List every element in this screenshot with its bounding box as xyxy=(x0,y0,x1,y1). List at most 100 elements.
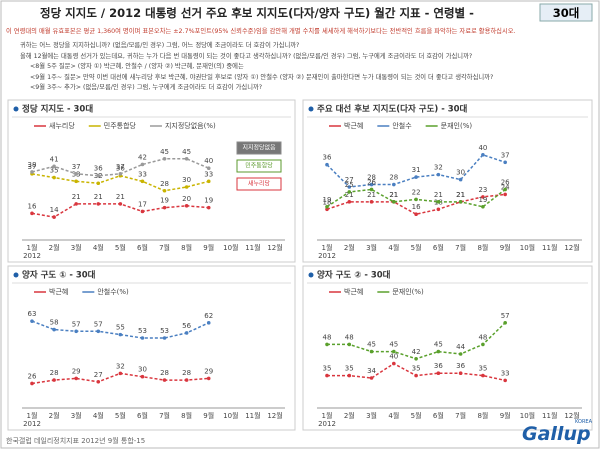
point xyxy=(325,204,329,209)
x-tick-label: 1월 xyxy=(322,243,333,252)
data-label: 42 xyxy=(412,348,421,356)
data-label: 19 xyxy=(160,197,169,205)
data-label: 26 xyxy=(367,178,376,186)
data-label: 19 xyxy=(478,196,487,204)
data-label: 21 xyxy=(367,191,376,199)
point xyxy=(206,179,211,184)
point xyxy=(436,371,441,376)
point xyxy=(140,179,145,184)
data-label: 21 xyxy=(434,191,443,199)
point xyxy=(325,207,329,212)
data-label: 48 xyxy=(323,333,332,341)
badge-box xyxy=(539,3,593,22)
x-sublabel: 2012 xyxy=(318,252,336,260)
data-label: 16 xyxy=(28,202,37,210)
data-label: 35 xyxy=(412,365,421,373)
data-label: 41 xyxy=(50,155,59,163)
x-tick-label: 4월 xyxy=(388,411,399,420)
data-label: 48 xyxy=(478,333,487,341)
point xyxy=(503,160,507,165)
x-tick-label: 12월 xyxy=(267,411,282,420)
x-tick-label: 7월 xyxy=(455,411,466,420)
x-tick-label: 8월 xyxy=(181,411,192,420)
x-tick-label: 7월 xyxy=(159,411,170,420)
note: <9월 3주~ 추가> (없음/모름/인 경우) 그럼, 누구에게 조금이라도 … xyxy=(30,84,263,91)
x-tick-label: 10월 xyxy=(223,411,238,420)
data-label: 45 xyxy=(389,341,398,349)
data-label: 28 xyxy=(367,174,376,182)
point xyxy=(162,205,167,210)
data-label: 44 xyxy=(456,343,465,351)
point xyxy=(503,321,507,325)
data-label: 21 xyxy=(345,191,354,199)
data-label: 21 xyxy=(72,193,81,201)
point xyxy=(414,175,418,179)
point xyxy=(481,195,485,199)
title-bullet xyxy=(13,106,19,112)
data-label: 24 xyxy=(501,183,510,191)
x-tick-label: 2월 xyxy=(49,243,60,252)
data-label: 35 xyxy=(50,167,59,175)
legend-label: 박근혜 xyxy=(344,287,363,296)
x-tick-label: 8월 xyxy=(477,243,488,252)
point xyxy=(481,204,485,209)
point xyxy=(162,336,167,340)
x-tick-label: 6월 xyxy=(433,411,444,420)
data-label: 48 xyxy=(345,333,354,341)
point xyxy=(74,376,78,381)
x-tick-label: 12월 xyxy=(267,243,282,252)
data-label: 53 xyxy=(138,327,147,335)
point xyxy=(414,197,418,202)
data-label: 35 xyxy=(323,365,332,373)
data-label: 18 xyxy=(323,198,332,206)
data-label: 57 xyxy=(501,312,510,320)
point xyxy=(414,212,418,217)
data-label: 58 xyxy=(50,319,59,327)
footer-source: 한국갤럽 데일리정치지표 2012년 9월 통합-15 xyxy=(6,437,146,445)
point xyxy=(52,327,56,332)
data-label: 33 xyxy=(501,369,510,377)
data-label: 53 xyxy=(160,327,169,335)
x-tick-label: 6월 xyxy=(137,411,148,420)
data-label: 19 xyxy=(204,197,213,205)
point xyxy=(74,179,78,184)
data-label: 37 xyxy=(116,163,125,171)
point xyxy=(347,200,352,204)
point xyxy=(140,336,145,340)
data-label: 35 xyxy=(345,365,354,373)
data-label: 33 xyxy=(138,170,147,178)
x-tick-label: 3월 xyxy=(366,243,377,252)
point xyxy=(52,175,56,180)
point xyxy=(206,166,211,170)
point xyxy=(503,192,507,197)
point xyxy=(140,374,145,379)
logo-box xyxy=(236,141,282,155)
x-tick-label: 3월 xyxy=(71,411,82,420)
x-tick-label: 11월 xyxy=(245,243,260,252)
point xyxy=(96,379,101,384)
point xyxy=(369,200,374,204)
point xyxy=(162,157,167,161)
data-label: 36 xyxy=(116,165,125,173)
point xyxy=(74,329,78,334)
series-line xyxy=(326,193,506,216)
point xyxy=(436,207,441,212)
point xyxy=(369,182,374,187)
x-tick-label: 5월 xyxy=(115,243,126,252)
legend-label: 안철수 xyxy=(392,121,412,130)
data-label: 28 xyxy=(160,369,169,377)
data-label: 21 xyxy=(456,191,465,199)
point xyxy=(96,202,101,206)
x-tick-label: 10월 xyxy=(520,411,535,420)
note: <8월 5주 질문> (양자 ①) 박근혜, 안철수 / (양자 ②) 박근혜,… xyxy=(30,63,244,70)
title-bullet xyxy=(308,272,314,278)
point xyxy=(184,378,189,382)
point xyxy=(118,371,123,376)
point xyxy=(347,185,352,189)
data-label: 55 xyxy=(116,324,125,332)
point xyxy=(392,361,396,366)
point xyxy=(325,162,329,167)
data-label: 37 xyxy=(501,151,510,159)
point xyxy=(481,373,485,378)
